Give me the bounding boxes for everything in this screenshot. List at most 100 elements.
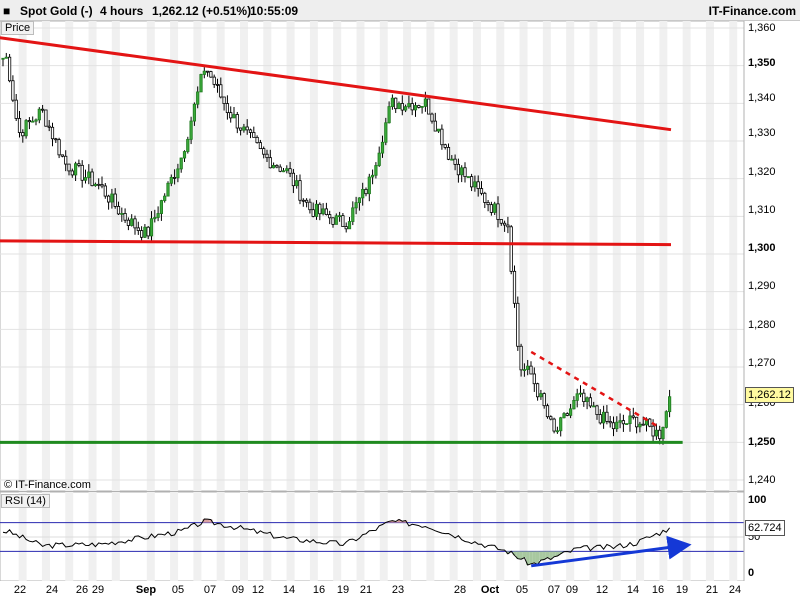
candle-body <box>159 200 163 214</box>
x-axis-tick: 16 <box>651 584 665 596</box>
x-axis-tick: 26 <box>75 584 89 596</box>
day-stripe <box>88 21 97 491</box>
candle-body <box>54 138 58 141</box>
price-axis-tick: 1,250 <box>748 436 776 448</box>
candle-body <box>107 195 111 203</box>
timestamp: 10:55:09 <box>250 4 299 18</box>
candle-body <box>202 70 206 75</box>
candle-body <box>585 397 589 403</box>
x-axis-tick: 05 <box>515 584 529 596</box>
candle-body <box>377 152 381 166</box>
candle-body <box>17 118 22 133</box>
candle-body <box>248 129 253 133</box>
day-stripe <box>356 21 365 491</box>
candle-body <box>288 168 292 174</box>
candle-body <box>255 136 259 144</box>
x-axis-tick: 05 <box>171 584 185 596</box>
candle-body <box>37 108 41 121</box>
candle-body <box>661 426 665 440</box>
price-pane-label: Price <box>1 21 35 35</box>
candle-body <box>103 185 107 197</box>
candle-body <box>351 207 355 222</box>
candle-body <box>532 373 536 385</box>
x-axis-tick: 21 <box>359 584 373 596</box>
candle-body <box>611 422 616 430</box>
day-stripe <box>566 21 575 491</box>
x-axis-tick: 22 <box>13 584 27 596</box>
candle-body <box>298 180 302 201</box>
price-axis-tick: 1,350 <box>748 57 776 69</box>
rsi-oversold-fill <box>519 551 523 560</box>
candle-body <box>423 98 428 107</box>
rsi-oversold-fill <box>539 551 543 561</box>
candle-body <box>80 164 84 181</box>
day-stripe <box>239 21 248 491</box>
candle-body <box>31 120 35 123</box>
candle-body <box>242 126 246 131</box>
rsi-oversold-fill <box>542 551 546 560</box>
day-stripe <box>193 21 202 491</box>
rsi-overbought-fill <box>403 520 408 523</box>
candle-body <box>443 144 447 148</box>
candle-body <box>559 417 563 432</box>
candle-body <box>311 209 315 217</box>
candle-body <box>215 83 220 86</box>
rsi-overbought-fill <box>387 521 391 523</box>
candle-body <box>450 158 454 161</box>
candle-body <box>430 113 434 122</box>
rsi-axis-tick: 0 <box>748 567 755 579</box>
candle-body <box>258 142 263 150</box>
candle-body <box>238 127 243 131</box>
day-stripe <box>379 21 388 491</box>
last-price-change: 1,262.12 (+0.51%) <box>152 4 252 18</box>
candle-body <box>176 168 180 179</box>
candle-body <box>506 224 510 228</box>
candle-body <box>199 74 203 93</box>
candle-body <box>146 226 150 237</box>
candle-body <box>219 84 223 98</box>
candle-body <box>149 218 154 237</box>
candle-body <box>4 56 8 59</box>
candle-body <box>90 171 94 187</box>
price-axis-tick: 1,320 <box>748 166 776 178</box>
candle-body <box>341 215 345 227</box>
candle-body <box>638 423 642 428</box>
day-stripe <box>705 21 714 491</box>
candle-body <box>582 392 586 403</box>
candle-body <box>347 221 352 230</box>
rsi-oversold-fill <box>529 551 533 564</box>
x-axis-tick: 07 <box>203 584 217 596</box>
x-axis-tick: 24 <box>728 584 742 596</box>
candle-body <box>618 420 622 423</box>
x-axis-area <box>0 581 800 600</box>
brand-logo: IT-Finance.com <box>708 4 796 18</box>
candle-body <box>7 56 12 82</box>
candle-body <box>654 429 659 437</box>
x-axis-tick: 14 <box>626 584 640 596</box>
candle-body <box>189 120 193 140</box>
day-stripe <box>589 21 598 491</box>
candle-body <box>664 411 668 428</box>
x-axis-tick: Oct <box>480 584 500 596</box>
rsi-overbought-fill <box>202 518 206 523</box>
instrument-name: Spot Gold (-) <box>20 4 93 18</box>
candle-body <box>489 204 494 213</box>
rsi-oversold-fill <box>555 551 560 557</box>
rsi-oversold-fill <box>545 551 550 558</box>
x-axis-tick: 12 <box>251 584 265 596</box>
day-stripe <box>542 21 551 491</box>
day-stripe <box>659 21 668 491</box>
candle-body <box>384 122 388 143</box>
candle-body <box>588 397 593 407</box>
candle-body <box>502 222 507 226</box>
rsi-overbought-fill <box>205 519 210 523</box>
x-axis-tick: 07 <box>547 584 561 596</box>
candle-body <box>93 183 97 187</box>
candle-body <box>21 132 25 137</box>
candle-body <box>67 163 71 172</box>
x-axis-tick: 16 <box>312 584 326 596</box>
candle-body <box>476 181 480 189</box>
candle-body <box>166 182 170 197</box>
day-stripe <box>403 21 412 491</box>
